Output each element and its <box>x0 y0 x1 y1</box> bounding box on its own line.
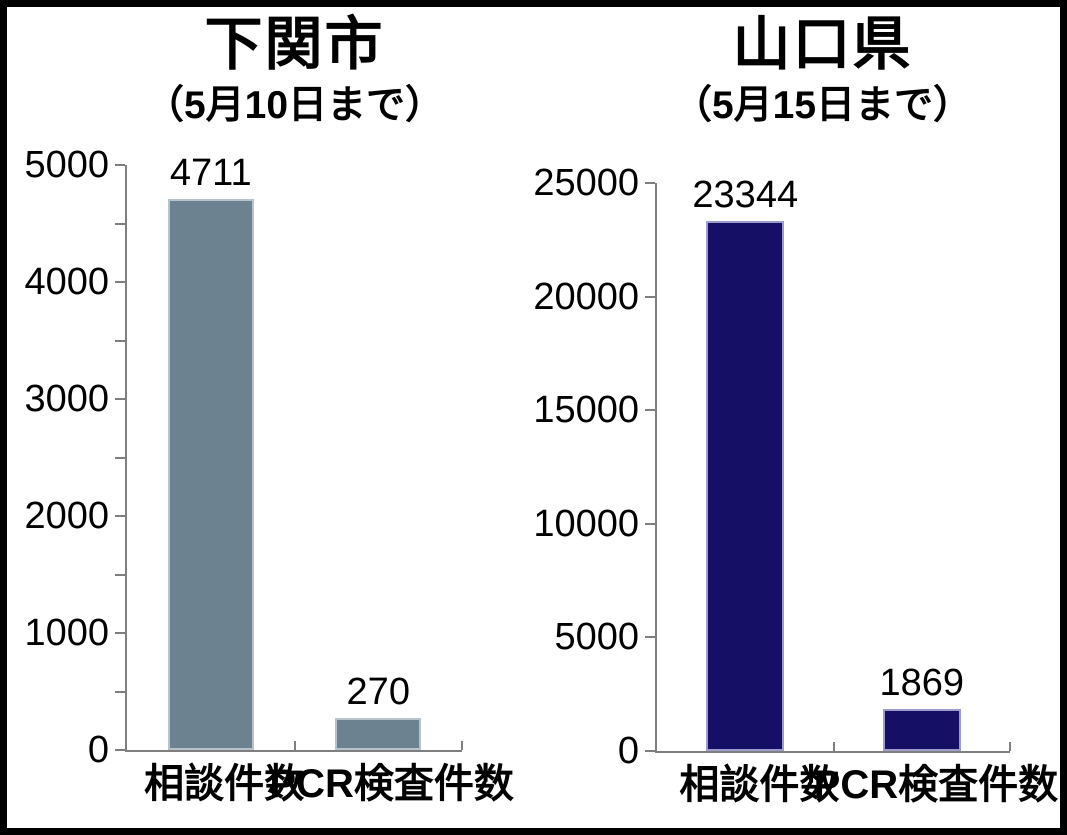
chart-title: 下関市 <box>204 12 385 77</box>
y-axis-tick <box>645 522 655 525</box>
y-axis-tick <box>115 632 125 634</box>
y-axis-tick <box>645 636 655 639</box>
x-axis-tick <box>1009 742 1011 751</box>
chart-shimonoseki: 下関市 （5月10日まで） 0 1000 2000 3000 4000 5000 4711 相… <box>7 7 1060 828</box>
y-axis-tick <box>645 750 655 752</box>
y-axis-label: 10000 <box>533 502 639 545</box>
y-axis-line <box>125 165 127 750</box>
chart-title: 山口県 <box>732 12 913 77</box>
y-axis-label: 2000 <box>24 495 109 537</box>
y-axis-tick <box>115 456 125 459</box>
y-axis-tick <box>645 295 655 298</box>
bar-value-label: 4711 <box>169 151 252 194</box>
x-axis-label: 相談件数 <box>144 762 305 806</box>
bar-consultations <box>706 220 785 751</box>
y-axis-label: 20000 <box>533 275 639 318</box>
bar-consultations <box>167 198 254 750</box>
y-axis-tick <box>645 182 655 184</box>
y-axis-tick <box>115 164 125 166</box>
y-axis-label: 0 <box>617 730 639 772</box>
x-axis-label: PCR検査件数 <box>813 763 1059 807</box>
y-axis-label: 5000 <box>554 616 639 659</box>
y-axis-tick <box>645 409 655 412</box>
y-axis-label: 0 <box>87 729 109 771</box>
y-axis-label: 3000 <box>24 378 109 420</box>
y-axis-tick <box>115 690 125 693</box>
y-axis-label: 4000 <box>24 261 109 303</box>
x-axis-label: 相談件数 <box>679 763 840 807</box>
plot-area: 0 5000 10000 15000 20000 25000 23344 相談件数 1869 PC… <box>533 164 1058 805</box>
bar-pcr-tests <box>882 708 961 751</box>
x-axis-tick <box>461 741 463 750</box>
x-axis-tick <box>832 742 835 751</box>
x-axis-label: PCR検査件数 <box>269 762 514 806</box>
chart-subtitle: （5月15日まで） <box>672 84 973 127</box>
bar-value-label: 270 <box>346 671 410 714</box>
y-axis-label: 25000 <box>533 162 639 204</box>
bar-pcr-tests <box>335 718 422 750</box>
x-axis-line <box>655 751 1010 753</box>
y-axis-line <box>655 183 657 751</box>
x-axis-line <box>125 750 462 752</box>
y-axis-tick <box>115 515 125 517</box>
y-axis-tick <box>115 749 125 751</box>
chart-yamaguchi: 山口県 （5月15日まで） 0 5000 10000 15000 20000 25000 2… <box>7 7 1060 828</box>
y-axis-tick <box>115 281 125 283</box>
plot-area: 0 1000 2000 3000 4000 5000 4711 相談件数 270 PCR検査件数 <box>24 146 513 804</box>
y-axis-label: 5000 <box>24 144 109 186</box>
y-axis-tick <box>115 398 125 400</box>
y-axis-tick <box>115 339 125 342</box>
bar-value-label: 23344 <box>692 173 799 216</box>
chart-subtitle: （5月10日まで） <box>144 84 445 127</box>
x-axis-tick <box>293 741 296 750</box>
y-axis-label: 15000 <box>533 389 639 432</box>
y-axis-label: 1000 <box>24 612 109 654</box>
bar-value-label: 1869 <box>879 661 965 704</box>
y-axis-tick <box>115 222 125 225</box>
y-axis-tick <box>115 573 125 576</box>
